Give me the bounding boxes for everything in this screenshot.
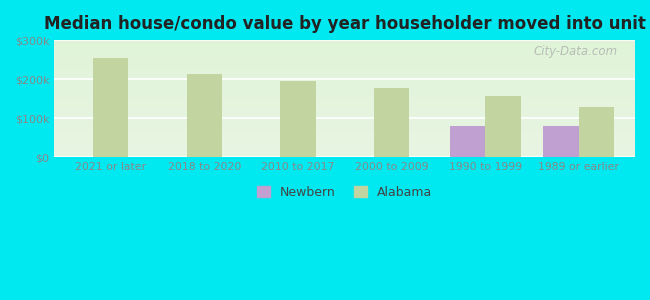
- Bar: [578, 106, 614, 157]
- Bar: [93, 58, 129, 157]
- Bar: [450, 126, 485, 157]
- Legend: Newbern, Alabama: Newbern, Alabama: [252, 181, 437, 204]
- Text: City-Data.com: City-Data.com: [534, 45, 618, 58]
- Title: Median house/condo value by year householder moved into unit: Median house/condo value by year househo…: [44, 15, 645, 33]
- Bar: [485, 96, 521, 157]
- Bar: [374, 88, 410, 157]
- Bar: [543, 126, 578, 157]
- Bar: [280, 81, 316, 157]
- Bar: [187, 74, 222, 157]
